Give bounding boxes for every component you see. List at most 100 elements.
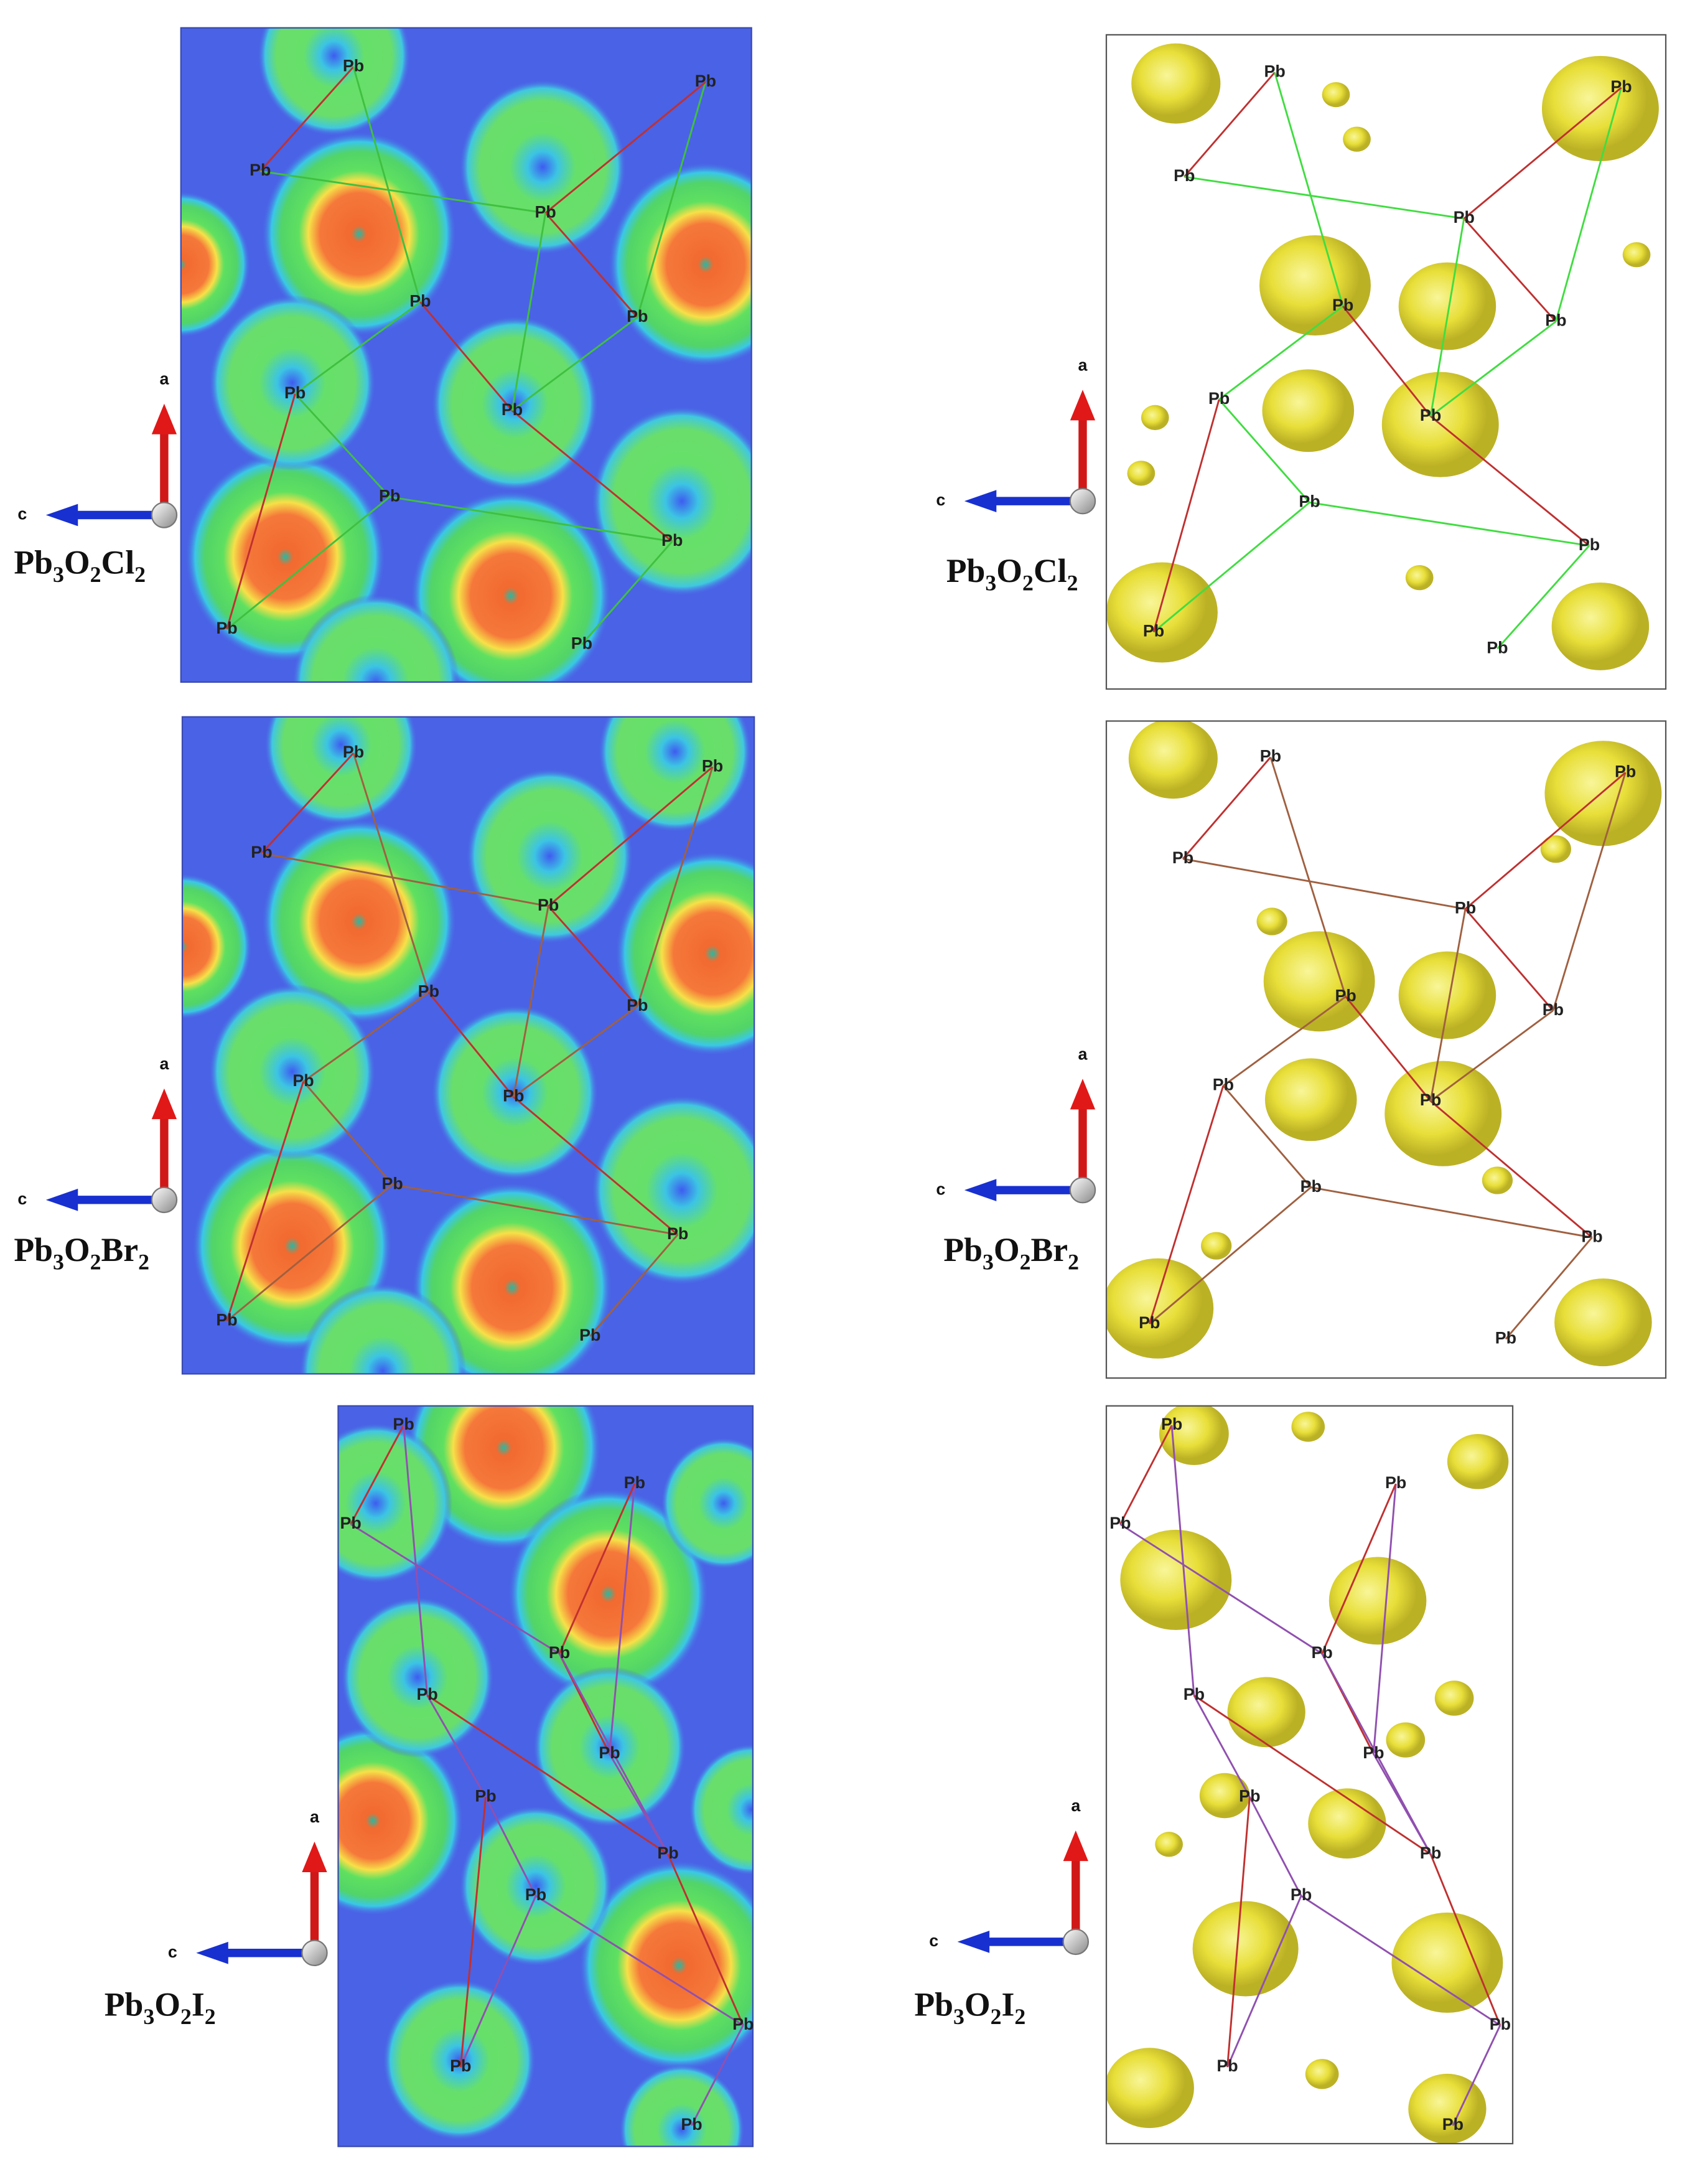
- lone-pair-lobe: [1155, 1832, 1183, 1857]
- lone-pair-lobe: [1192, 1901, 1299, 1997]
- atom-label: Pb: [538, 896, 559, 914]
- formula-part: 2: [180, 2004, 192, 2029]
- lone-pair-lobe: [1106, 2048, 1194, 2129]
- formula-part: 2: [138, 1250, 149, 1275]
- atom-label: Pb: [1610, 77, 1632, 96]
- lone-pair-lobe: [1259, 235, 1371, 335]
- atom-label: Pb: [1455, 899, 1476, 917]
- bond: [226, 496, 391, 630]
- formula: Pb3O2I2: [914, 1985, 1025, 2028]
- formula-part: Pb: [14, 543, 53, 581]
- formula-part: O: [154, 1985, 180, 2023]
- atom-label: Pb: [657, 1844, 678, 1862]
- bond: [1321, 1483, 1397, 1654]
- bond: [1497, 545, 1590, 650]
- density-hotspot: [180, 191, 251, 338]
- formula-part: 3: [143, 2004, 154, 2029]
- bond: [294, 393, 391, 498]
- c-axis-head: [45, 1188, 78, 1211]
- formula-part: O: [64, 1231, 90, 1268]
- formula-part: Pb: [943, 1231, 983, 1268]
- panel-content: [1106, 1405, 1513, 2144]
- atom-label: Pb: [732, 2015, 754, 2033]
- lone-pair-lobe: [1199, 1773, 1250, 1819]
- atom-label: Pb: [418, 982, 439, 1001]
- bond: [1430, 1010, 1554, 1102]
- atom-label: Pb: [1615, 762, 1636, 780]
- panel-frame: [181, 716, 755, 1375]
- formula-part: 2: [90, 1250, 101, 1275]
- bond: [511, 316, 638, 411]
- atom-label: Pb: [1139, 1313, 1160, 1332]
- bond: [426, 1695, 487, 1797]
- bond: [1429, 218, 1465, 416]
- atom-label: Pb: [549, 1643, 570, 1662]
- lone-pair-lobe: [1159, 1405, 1229, 1465]
- lone-pair-lobe: [1434, 1680, 1474, 1716]
- bond: [1505, 1237, 1593, 1340]
- origin-sphere: [1069, 1176, 1096, 1204]
- atom-label: Pb: [475, 1786, 496, 1805]
- atom-label: Pb: [681, 2115, 702, 2134]
- atom-label: Pb: [1335, 986, 1356, 1005]
- formula-part: Pb: [14, 1231, 53, 1268]
- c-axis-head: [957, 1930, 990, 1953]
- lone-pair-lobe: [1408, 2073, 1487, 2144]
- formula-part: O: [994, 1231, 1020, 1268]
- bond: [1184, 72, 1276, 177]
- atom-label: Pb: [502, 400, 523, 419]
- panel-frame: [180, 27, 752, 683]
- atom-label: Pb: [409, 291, 431, 310]
- lone-pair-lobe: [1106, 562, 1218, 663]
- atom-label: Pb: [1420, 1844, 1441, 1862]
- lone-pair-lobe: [1256, 907, 1287, 935]
- bond: [302, 1080, 393, 1186]
- bond: [558, 1483, 636, 1654]
- bond: [1149, 1186, 1312, 1324]
- lone-pair-lobe: [1551, 582, 1650, 670]
- bond: [1452, 2025, 1501, 2126]
- atom-label: Pb: [1454, 208, 1475, 227]
- atom-label: Pb: [1490, 2015, 1511, 2033]
- atom-label: Pb: [1174, 166, 1195, 185]
- atom-label: Pb: [1385, 1473, 1406, 1492]
- atom-label: Pb: [503, 1086, 524, 1105]
- axis-label: a: [159, 1054, 169, 1073]
- density-ring: [292, 594, 459, 682]
- origin-sphere: [151, 1186, 178, 1214]
- density-hotspot: [182, 873, 252, 1020]
- lone-pair-lobe: [1106, 1258, 1214, 1359]
- origin-sphere: [301, 1939, 328, 1966]
- axis-label: a: [1078, 1044, 1088, 1063]
- atom-label: Pb: [292, 1071, 314, 1090]
- atom-label: Pb: [1300, 1177, 1322, 1196]
- bond: [1465, 772, 1627, 910]
- formula-part: 2: [90, 562, 101, 587]
- bond: [352, 66, 421, 302]
- bond: [403, 1425, 429, 1696]
- atom-label: Pb: [624, 1473, 645, 1492]
- bond: [1226, 1797, 1251, 2068]
- formula-part: O: [996, 552, 1022, 589]
- bond: [589, 1234, 679, 1337]
- a-axis-head: [302, 1841, 327, 1873]
- formula-part: 2: [1014, 2004, 1025, 2029]
- bond: [259, 66, 355, 172]
- atom-label: Pb: [627, 307, 648, 326]
- bond: [558, 1653, 669, 1855]
- bond: [1182, 858, 1466, 910]
- bond: [427, 991, 515, 1098]
- bond: [1309, 501, 1590, 547]
- atom-label: Pb: [1581, 1227, 1602, 1245]
- atom-label: Pb: [382, 1174, 403, 1193]
- atom-label: Pb: [1363, 1743, 1384, 1762]
- atom-label: Pb: [1487, 638, 1508, 657]
- lone-pair-lobe: [1447, 1433, 1509, 1489]
- bond: [350, 1425, 404, 1525]
- bond: [1193, 1694, 1431, 1855]
- formula-part: 2: [1020, 1250, 1031, 1275]
